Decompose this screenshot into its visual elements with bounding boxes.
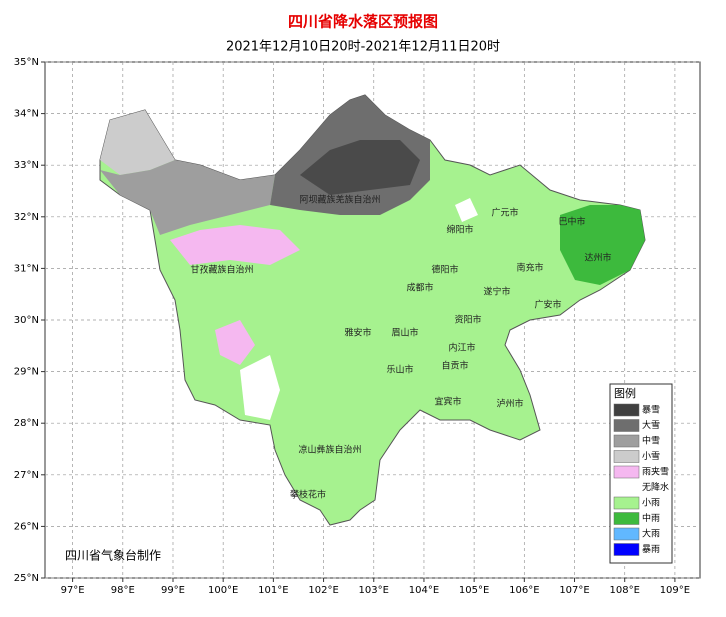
legend-swatch xyxy=(613,403,640,417)
snow-severe-area xyxy=(300,140,420,195)
legend-swatch xyxy=(613,512,640,525)
dry-area xyxy=(240,355,280,420)
legend-swatch xyxy=(613,434,640,448)
city-label: 南充市 xyxy=(516,262,543,274)
lon-tick-label: 102°E xyxy=(308,585,338,596)
lon-tick-label: 100°E xyxy=(208,585,238,596)
city-label: 内江市 xyxy=(448,342,475,354)
legend-label: 小雪 xyxy=(642,451,660,462)
city-label: 甘孜藏族自治州 xyxy=(190,264,253,276)
legend-label: 暴雪 xyxy=(642,405,660,416)
lon-tick-label: 98°E xyxy=(111,585,135,596)
legend-label: 大雨 xyxy=(642,528,660,540)
city-label: 遂宁市 xyxy=(483,286,510,298)
legend-swatch xyxy=(613,465,640,479)
city-label: 乐山市 xyxy=(386,364,413,376)
lon-tick-label: 97°E xyxy=(61,585,85,596)
lat-tick-label: 26°N xyxy=(14,521,39,532)
city-label: 泸州市 xyxy=(496,398,523,410)
lat-tick-label: 29°N xyxy=(14,367,39,378)
legend-swatch xyxy=(613,527,640,541)
sleet-area xyxy=(170,225,300,265)
snow-light-area xyxy=(100,110,175,175)
legend-label: 中雨 xyxy=(642,512,660,524)
legend-label: 无降水 xyxy=(642,481,669,493)
legend-swatch xyxy=(613,450,640,463)
lat-tick-label: 32°N xyxy=(14,212,39,223)
title: 四川省降水落区预报图 xyxy=(288,13,438,31)
city-label: 攀枝花市 xyxy=(290,489,326,501)
lat-tick-label: 30°N xyxy=(14,315,39,326)
sleet-area xyxy=(215,320,255,365)
legend-label: 大雪 xyxy=(642,419,660,431)
snow-moderate-area xyxy=(100,160,275,235)
lon-tick-label: 108°E xyxy=(610,585,640,596)
lat-tick-label: 28°N xyxy=(14,418,39,429)
legend-label: 暴雨 xyxy=(642,544,660,555)
city-label: 自贡市 xyxy=(441,360,468,372)
legend-swatch xyxy=(613,543,640,556)
credit: 四川省气象台制作 xyxy=(65,548,161,563)
legend-title: 图例 xyxy=(614,386,636,400)
city-label: 德阳市 xyxy=(431,264,458,276)
city-label: 雅安市 xyxy=(344,327,371,339)
city-label: 资阳市 xyxy=(454,314,481,326)
subtitle: 2021年12月10日20时-2021年12月11日20时 xyxy=(226,40,500,55)
legend-swatch xyxy=(614,481,639,494)
legend-swatch xyxy=(613,419,640,432)
lat-tick-label: 35°N xyxy=(14,57,39,68)
lon-tick-label: 107°E xyxy=(559,585,589,596)
city-label: 凉山彝族自治州 xyxy=(298,444,361,456)
lon-tick-label: 109°E xyxy=(660,585,690,596)
legend-label: 中雪 xyxy=(642,435,660,447)
city-label: 眉山市 xyxy=(391,327,418,339)
lon-tick-label: 99°E xyxy=(161,585,185,596)
city-label: 广元市 xyxy=(491,207,518,219)
lat-tick-label: 33°N xyxy=(14,160,39,171)
legend-label: 雨夹雪 xyxy=(642,466,669,478)
lon-tick-label: 105°E xyxy=(459,585,489,596)
lat-tick-label: 34°N xyxy=(14,109,39,120)
lat-tick-label: 27°N xyxy=(14,470,39,481)
legend-label: 小雨 xyxy=(642,498,660,509)
city-label: 广安市 xyxy=(534,299,561,311)
city-label: 阿坝藏族羌族自治州 xyxy=(299,194,380,206)
city-label: 巴中市 xyxy=(558,216,585,228)
graticule: 25°N 26°N 27°N 28°N 29°N 30°N 31°N 32°N 33°N 34°N… xyxy=(14,57,700,596)
lat-tick-label: 31°N xyxy=(14,263,39,274)
lon-tick-label: 103°E xyxy=(359,585,389,596)
city-label: 达州市 xyxy=(584,252,611,264)
lon-tick-label: 104°E xyxy=(409,585,439,596)
city-label: 成都市 xyxy=(406,282,433,294)
city-label: 绵阳市 xyxy=(446,224,473,236)
legend-swatch xyxy=(613,496,640,510)
lat-tick-label: 25°N xyxy=(14,573,39,584)
city-label: 宜宾市 xyxy=(434,396,461,408)
lon-tick-label: 101°E xyxy=(258,585,288,596)
lon-tick-label: 106°E xyxy=(509,585,539,596)
rain-moderate-area xyxy=(560,205,645,285)
dry-area xyxy=(455,198,478,222)
